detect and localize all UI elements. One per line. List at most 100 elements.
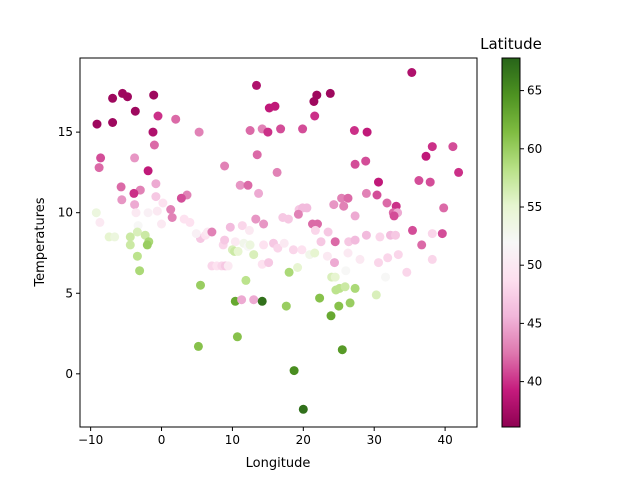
data-point-125 [288, 245, 298, 255]
data-point-134 [233, 246, 243, 256]
data-point-16 [108, 118, 118, 127]
y-axis-label: Temperatures [33, 197, 48, 287]
data-point-6 [108, 93, 118, 103]
data-point-131 [417, 240, 427, 250]
y-tick-label: 15 [58, 125, 73, 139]
data-point-89 [185, 217, 195, 227]
x-ticks: −10 0 10 20 30 40 [78, 427, 453, 447]
data-point-181 [289, 366, 299, 376]
data-point-27 [448, 142, 458, 152]
data-point-39 [454, 167, 464, 177]
data-point-32 [130, 153, 140, 163]
data-point-159 [341, 266, 351, 276]
data-point-162 [196, 280, 205, 290]
data-point-106 [191, 229, 201, 239]
colorbar-frame [501, 57, 521, 428]
data-point-25 [148, 127, 158, 137]
data-point-7 [149, 90, 159, 100]
data-point-108 [110, 232, 120, 242]
data-point-168 [371, 290, 381, 300]
data-point-72 [389, 211, 399, 221]
data-point-23 [362, 127, 372, 137]
data-point-88 [157, 219, 166, 229]
data-point-33 [361, 156, 371, 166]
data-point-17 [245, 126, 255, 135]
colorbar-tick-label: 55 [527, 200, 542, 214]
data-point-172 [257, 296, 267, 306]
data-point-11 [130, 106, 140, 116]
data-point-41 [425, 177, 435, 187]
data-point-130 [350, 235, 360, 245]
data-point-8 [309, 97, 319, 106]
data-point-1 [252, 80, 261, 90]
data-point-170 [237, 295, 247, 305]
data-point-90 [225, 222, 235, 232]
data-point-128 [330, 237, 340, 247]
data-point-146 [132, 251, 142, 261]
data-point-161 [402, 267, 412, 277]
data-point-26 [427, 142, 437, 152]
data-point-54 [372, 190, 382, 200]
data-point-158 [330, 272, 340, 282]
data-point-74 [91, 208, 101, 218]
data-point-65 [166, 205, 176, 214]
data-point-180 [337, 345, 347, 355]
data-point-28 [149, 140, 159, 150]
data-point-117 [230, 237, 240, 247]
data-point-178 [232, 332, 242, 342]
data-point-10 [270, 101, 280, 111]
data-point-124 [279, 238, 289, 248]
colorbar-gradient [502, 58, 520, 427]
data-point-30 [421, 151, 431, 161]
data-point-101 [427, 229, 437, 239]
data-point-49 [129, 188, 139, 198]
plot-frame [79, 57, 478, 428]
data-point-2 [325, 88, 335, 98]
data-point-127 [316, 237, 326, 247]
data-point-179 [193, 341, 203, 351]
data-point-78 [167, 213, 177, 222]
data-point-29 [252, 150, 262, 160]
data-point-21 [298, 124, 308, 134]
data-point-62 [117, 195, 127, 205]
data-point-38 [272, 167, 282, 177]
colorbar-label: Latitude [480, 35, 542, 53]
data-point-174 [315, 293, 325, 303]
data-point-82 [251, 214, 261, 224]
data-point-81 [283, 214, 293, 224]
data-point-42 [151, 179, 161, 189]
data-point-176 [345, 298, 355, 308]
data-point-35 [220, 161, 230, 171]
y-tick-label: 10 [58, 206, 73, 220]
data-point-77 [152, 206, 162, 216]
data-point-45 [243, 180, 253, 190]
data-point-73 [350, 211, 360, 221]
colorbar-tick-label: 45 [527, 316, 542, 330]
data-point-12 [153, 111, 163, 121]
data-point-109 [125, 232, 135, 242]
data-point-142 [374, 258, 383, 268]
data-point-163 [241, 275, 251, 285]
data-point-56 [151, 192, 161, 202]
data-point-147 [135, 266, 145, 276]
x-tick-label: 0 [158, 433, 166, 447]
data-point-13 [310, 111, 320, 121]
data-point-40 [414, 176, 424, 185]
data-point-48 [254, 188, 264, 198]
y-ticks: 0 5 10 15 [58, 125, 80, 381]
data-point-171 [249, 295, 259, 305]
data-point-135 [249, 250, 259, 260]
x-axis-label: Longitude [246, 456, 311, 471]
data-point-44 [235, 180, 245, 190]
data-point-110 [132, 227, 142, 237]
data-point-123 [273, 243, 283, 253]
data-point-24 [194, 127, 204, 137]
data-point-92 [244, 225, 254, 235]
data-point-145 [427, 254, 437, 264]
colorbar-tick-label: 60 [527, 142, 542, 156]
data-point-20 [276, 124, 286, 134]
x-tick-label: 30 [367, 433, 382, 447]
data-point-166 [340, 282, 350, 292]
data-point-160 [381, 272, 390, 282]
data-point-51 [361, 188, 371, 198]
